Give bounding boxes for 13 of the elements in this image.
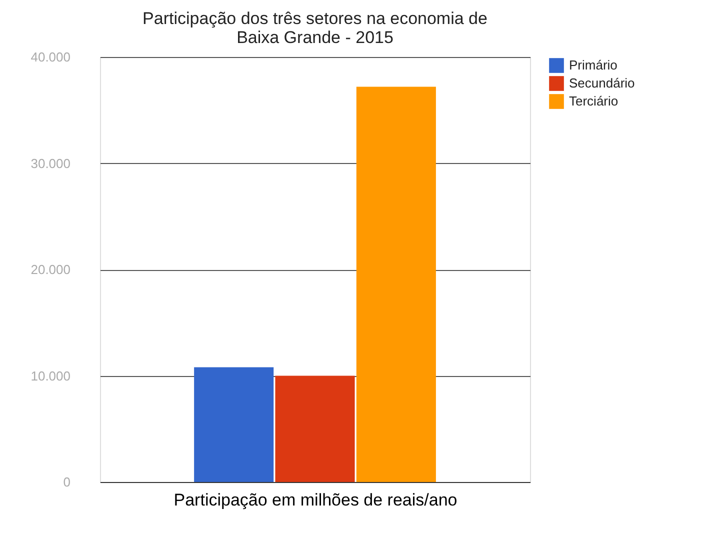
y-tick-label: 20.000 [30,262,70,277]
legend-label: Terciário [569,94,618,108]
legend-label: Primário [569,58,618,72]
x-axis-title: Participação em milhões de reais/ano [174,490,458,510]
y-tick-label: 10.000 [30,368,70,384]
bar [275,376,355,482]
bar [194,367,274,482]
legend-label: Secundário [569,76,635,90]
chart-title: Participação dos três setores na economia de Baixa Grande - 2015 [142,9,488,47]
bar [356,86,436,482]
y-tick-label: 0 [63,474,70,490]
y-tick-label: 40.000 [30,50,70,64]
y-tick-label: 30.000 [30,156,70,171]
